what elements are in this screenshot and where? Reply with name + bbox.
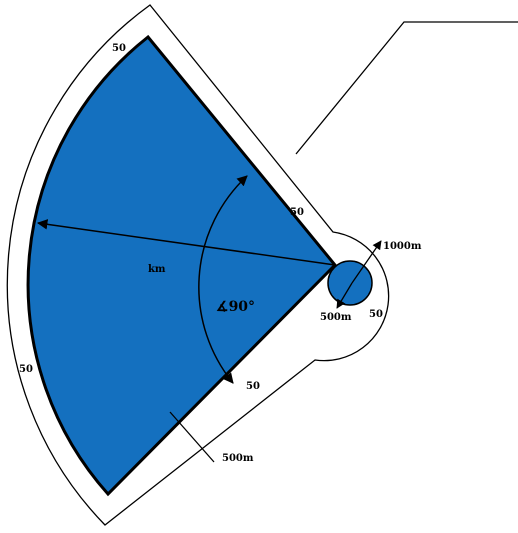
angle-value: 90° [229,299,255,315]
hub-circle [327,260,373,306]
buffer-label-lower-edge: 50 [246,381,260,392]
buffer-label-circle: 50 [369,309,383,320]
range-label: km [148,264,166,275]
sector-edge-distance-label: 500m [222,453,254,464]
buffer-label-upper-edge: 50 [290,207,304,218]
buffer-outline [6,4,390,526]
buffer-label-top-left: 50 [112,43,126,54]
range-arrow [36,219,336,266]
outer-radius-arrow [351,240,382,284]
angle-arc [198,175,248,384]
inner-radius-arrow [336,282,353,309]
buffer-label-left: 50 [19,364,33,375]
circle-inner-radius-label: 500m [320,312,352,323]
angle-label: ∡90° [216,299,255,315]
coverage-sector [26,34,338,497]
leader-line [295,21,518,155]
circle-outer-radius-label: 1000m [383,241,422,252]
angle-symbol: ∡ [216,299,229,315]
edge-distance-tick [169,411,215,463]
